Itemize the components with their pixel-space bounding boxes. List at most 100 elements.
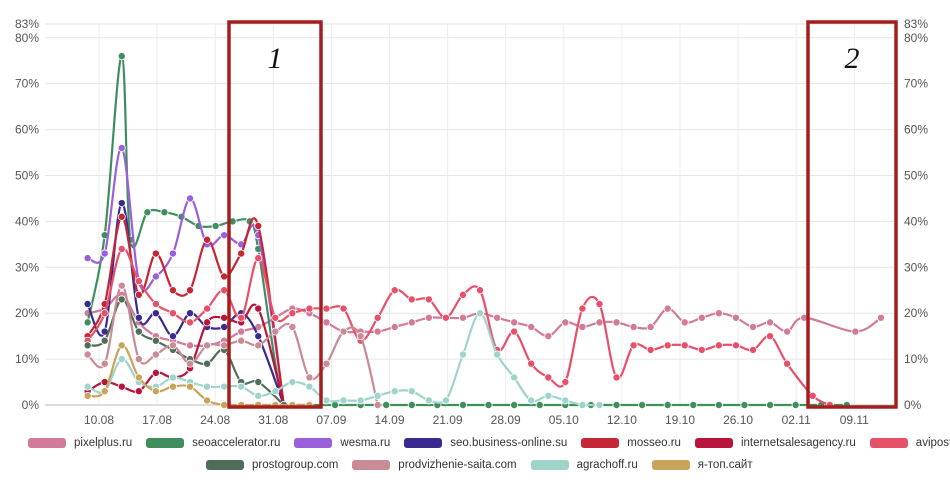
- data-point[interactable]: [612, 373, 621, 382]
- data-point[interactable]: [220, 341, 229, 350]
- data-point[interactable]: [288, 309, 297, 318]
- data-point[interactable]: [151, 336, 160, 345]
- data-point[interactable]: [714, 341, 723, 350]
- data-point[interactable]: [766, 318, 775, 327]
- data-point[interactable]: [544, 391, 553, 400]
- data-point[interactable]: [220, 313, 229, 322]
- data-point[interactable]: [211, 221, 220, 230]
- data-point[interactable]: [151, 350, 160, 359]
- data-point[interactable]: [373, 400, 382, 409]
- data-point[interactable]: [220, 231, 229, 240]
- data-point[interactable]: [689, 400, 698, 409]
- data-point[interactable]: [288, 322, 297, 331]
- data-point[interactable]: [407, 400, 416, 409]
- data-point[interactable]: [356, 396, 365, 405]
- data-point[interactable]: [612, 318, 621, 327]
- data-point[interactable]: [117, 199, 126, 208]
- data-point[interactable]: [322, 359, 331, 368]
- data-point[interactable]: [83, 254, 92, 263]
- data-point[interactable]: [629, 322, 638, 331]
- data-point[interactable]: [254, 332, 263, 341]
- data-point[interactable]: [134, 277, 143, 286]
- data-point[interactable]: [876, 313, 885, 322]
- data-point[interactable]: [220, 286, 229, 295]
- data-point[interactable]: [237, 249, 246, 258]
- data-point[interactable]: [254, 378, 263, 387]
- data-point[interactable]: [766, 332, 775, 341]
- data-point[interactable]: [527, 396, 536, 405]
- data-point[interactable]: [697, 345, 706, 354]
- data-point[interactable]: [83, 300, 92, 309]
- data-point[interactable]: [731, 313, 740, 322]
- data-point[interactable]: [100, 336, 109, 345]
- data-point[interactable]: [578, 322, 587, 331]
- data-point[interactable]: [117, 212, 126, 221]
- data-point[interactable]: [595, 300, 604, 309]
- data-point[interactable]: [237, 327, 246, 336]
- data-point[interactable]: [322, 318, 331, 327]
- data-point[interactable]: [168, 382, 177, 391]
- data-point[interactable]: [168, 249, 177, 258]
- data-point[interactable]: [791, 400, 800, 409]
- data-point[interactable]: [578, 400, 587, 409]
- data-point[interactable]: [305, 304, 314, 313]
- data-point[interactable]: [595, 400, 604, 409]
- data-point[interactable]: [731, 341, 740, 350]
- data-point[interactable]: [390, 322, 399, 331]
- legend-item[interactable]: prostogroup.com: [206, 459, 338, 471]
- data-point[interactable]: [458, 290, 467, 299]
- data-point[interactable]: [151, 249, 160, 258]
- data-point[interactable]: [168, 309, 177, 318]
- data-point[interactable]: [83, 341, 92, 350]
- data-point[interactable]: [151, 272, 160, 281]
- data-point[interactable]: [663, 341, 672, 350]
- data-point[interactable]: [168, 332, 177, 341]
- data-point[interactable]: [203, 396, 212, 405]
- data-point[interactable]: [254, 304, 263, 313]
- data-point[interactable]: [254, 254, 263, 263]
- data-point[interactable]: [646, 345, 655, 354]
- data-point[interactable]: [407, 318, 416, 327]
- data-point[interactable]: [186, 341, 195, 350]
- data-point[interactable]: [134, 355, 143, 364]
- data-point[interactable]: [808, 391, 817, 400]
- data-point[interactable]: [168, 373, 177, 382]
- data-point[interactable]: [458, 350, 467, 359]
- data-point[interactable]: [134, 373, 143, 382]
- data-point[interactable]: [561, 318, 570, 327]
- data-point[interactable]: [117, 143, 126, 152]
- data-point[interactable]: [134, 290, 143, 299]
- data-point[interactable]: [663, 400, 672, 409]
- data-point[interactable]: [510, 318, 519, 327]
- data-point[interactable]: [254, 341, 263, 350]
- data-point[interactable]: [390, 286, 399, 295]
- data-point[interactable]: [748, 345, 757, 354]
- data-point[interactable]: [493, 313, 502, 322]
- data-point[interactable]: [612, 400, 621, 409]
- data-point[interactable]: [740, 400, 749, 409]
- data-point[interactable]: [220, 322, 229, 331]
- data-point[interactable]: [544, 332, 553, 341]
- data-point[interactable]: [373, 327, 382, 336]
- data-point[interactable]: [424, 396, 433, 405]
- data-point[interactable]: [305, 373, 314, 382]
- data-point[interactable]: [714, 309, 723, 318]
- data-point[interactable]: [783, 327, 792, 336]
- data-point[interactable]: [510, 327, 519, 336]
- data-point[interactable]: [407, 387, 416, 396]
- data-point[interactable]: [117, 341, 126, 350]
- data-point[interactable]: [237, 336, 246, 345]
- data-point[interactable]: [424, 295, 433, 304]
- data-point[interactable]: [638, 400, 647, 409]
- data-point[interactable]: [561, 378, 570, 387]
- data-point[interactable]: [646, 322, 655, 331]
- data-point[interactable]: [151, 309, 160, 318]
- data-point[interactable]: [424, 313, 433, 322]
- data-point[interactable]: [390, 387, 399, 396]
- data-point[interactable]: [527, 322, 536, 331]
- legend-item[interactable]: wesma.ru: [294, 437, 390, 449]
- data-point[interactable]: [220, 400, 229, 409]
- data-point[interactable]: [203, 304, 212, 313]
- data-point[interactable]: [510, 373, 519, 382]
- data-point[interactable]: [331, 400, 340, 409]
